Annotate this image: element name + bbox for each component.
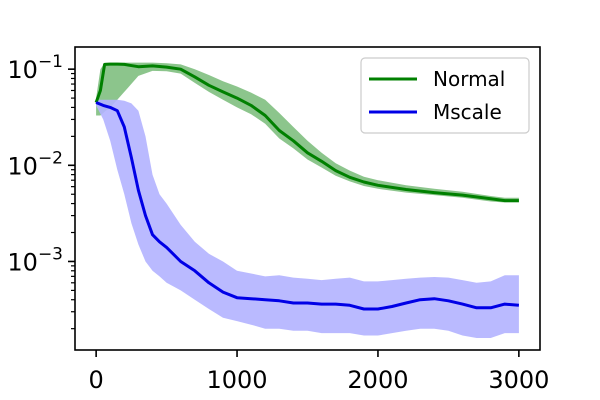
x-tick-label: 0 — [88, 366, 103, 394]
plot-frame — [74, 46, 541, 351]
y-tick-label: 10−1 — [7, 52, 63, 84]
line-normal — [94, 62, 519, 203]
x-tick-label: 1000 — [207, 366, 268, 394]
legend-label-normal: Normal — [433, 67, 505, 91]
legend-box — [360, 57, 530, 134]
y-axis: 10−1 10−2 10−3 — [7, 52, 75, 330]
x-tick-label: 3000 — [488, 366, 549, 394]
legend: Normal Mscale — [360, 57, 530, 134]
x-tick-label: 2000 — [347, 366, 408, 394]
y-tick-label: 10−2 — [7, 148, 63, 180]
line-mscale — [95, 101, 520, 311]
legend-label-mscale: Mscale — [433, 100, 502, 124]
x-axis: 0 1000 2000 3000 — [88, 350, 549, 394]
y-tick-label: 10−3 — [7, 244, 63, 276]
